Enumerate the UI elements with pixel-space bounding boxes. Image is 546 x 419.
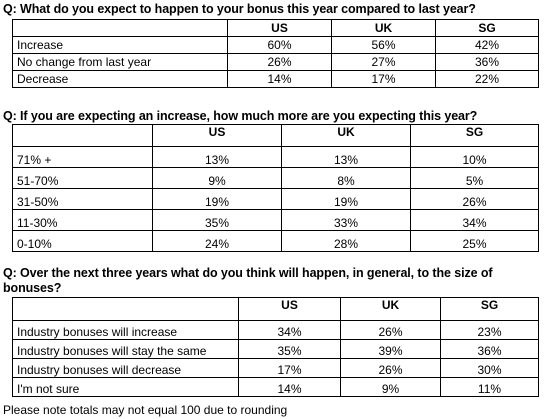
header-cell-blank xyxy=(12,19,228,37)
table-row: No change from last year 26% 27% 36% xyxy=(12,53,539,71)
row-label: Industry bonuses will increase xyxy=(12,320,239,340)
cell-sg: 23% xyxy=(440,320,539,340)
cell-sg: 42% xyxy=(435,36,539,54)
header-cell-sg: SG xyxy=(440,297,539,321)
table-header-row: US UK SG xyxy=(12,124,539,147)
cell-uk: 28% xyxy=(281,230,411,252)
cell-us: 24% xyxy=(152,230,282,252)
table-row: Industry bonuses will decrease 17% 26% 3… xyxy=(12,358,539,378)
cell-uk: 33% xyxy=(281,209,411,231)
header-cell-us: US xyxy=(238,297,341,321)
cell-us: 19% xyxy=(152,188,282,210)
cell-uk: 9% xyxy=(340,377,441,397)
header-cell-uk: UK xyxy=(281,124,411,147)
row-label: 51-70% xyxy=(12,167,153,189)
table-row: 31-50% 19% 19% 26% xyxy=(12,188,539,210)
header-cell-uk: UK xyxy=(331,19,436,37)
table-row: 11-30% 35% 33% 34% xyxy=(12,209,539,231)
question-3-title-line1: Q: Over the next three years what do you… xyxy=(3,266,493,280)
row-label: Increase xyxy=(12,36,228,54)
industry-bonus-outlook-table: US UK SG Industry bonuses will increase … xyxy=(12,297,539,397)
cell-us: 35% xyxy=(152,209,282,231)
cell-sg: 22% xyxy=(435,70,539,88)
header-cell-us: US xyxy=(227,19,332,37)
table-row: I'm not sure 14% 9% 11% xyxy=(12,377,539,397)
header-cell-blank xyxy=(12,297,239,321)
cell-us: 14% xyxy=(238,377,341,397)
cell-uk: 17% xyxy=(331,70,436,88)
cell-us: 26% xyxy=(227,53,332,71)
question-3-title: Q: Over the next three years what do you… xyxy=(3,266,493,296)
cell-sg: 34% xyxy=(410,209,539,231)
row-label: 11-30% xyxy=(12,209,153,231)
table-row: Decrease 14% 17% 22% xyxy=(12,70,539,88)
rounding-footnote: Please note totals may not equal 100 due… xyxy=(3,403,288,417)
cell-uk: 26% xyxy=(340,358,441,378)
question-1-title: Q: What do you expect to happen to your … xyxy=(3,2,476,16)
cell-uk: 13% xyxy=(281,146,411,168)
row-label: Industry bonuses will stay the same xyxy=(12,339,239,359)
table-row: 71% + 13% 13% 10% xyxy=(12,146,539,168)
cell-uk: 19% xyxy=(281,188,411,210)
cell-sg: 5% xyxy=(410,167,539,189)
cell-sg: 26% xyxy=(410,188,539,210)
table-row: Increase 60% 56% 42% xyxy=(12,36,539,54)
row-label: 0-10% xyxy=(12,230,153,252)
cell-uk: 8% xyxy=(281,167,411,189)
table-row: 51-70% 9% 8% 5% xyxy=(12,167,539,189)
cell-uk: 39% xyxy=(340,339,441,359)
cell-us: 14% xyxy=(227,70,332,88)
cell-sg: 10% xyxy=(410,146,539,168)
cell-sg: 36% xyxy=(440,339,539,359)
row-label: I'm not sure xyxy=(12,377,239,397)
question-3-title-line2: bonuses? xyxy=(3,281,62,295)
table-header-row: US UK SG xyxy=(12,19,539,37)
row-label: Decrease xyxy=(12,70,228,88)
header-cell-us: US xyxy=(152,124,282,147)
table-row: Industry bonuses will stay the same 35% … xyxy=(12,339,539,359)
cell-us: 60% xyxy=(227,36,332,54)
header-cell-sg: SG xyxy=(435,19,539,37)
cell-uk: 56% xyxy=(331,36,436,54)
table-row: 0-10% 24% 28% 25% xyxy=(12,230,539,252)
header-cell-uk: UK xyxy=(340,297,441,321)
cell-sg: 25% xyxy=(410,230,539,252)
increase-amount-table: US UK SG 71% + 13% 13% 10% 51-70% 9% 8% … xyxy=(12,124,539,252)
row-label: 71% + xyxy=(12,146,153,168)
cell-us: 34% xyxy=(238,320,341,340)
cell-uk: 26% xyxy=(340,320,441,340)
row-label: Industry bonuses will decrease xyxy=(12,358,239,378)
row-label: 31-50% xyxy=(12,188,153,210)
bonus-expectation-table: US UK SG Increase 60% 56% 42% No change … xyxy=(12,19,539,88)
header-cell-sg: SG xyxy=(410,124,539,147)
cell-us: 17% xyxy=(238,358,341,378)
cell-sg: 30% xyxy=(440,358,539,378)
question-2-title: Q: If you are expecting an increase, how… xyxy=(3,109,478,123)
table-header-row: US UK SG xyxy=(12,297,539,321)
cell-us: 9% xyxy=(152,167,282,189)
cell-us: 35% xyxy=(238,339,341,359)
row-label: No change from last year xyxy=(12,53,228,71)
table-row: Industry bonuses will increase 34% 26% 2… xyxy=(12,320,539,340)
cell-uk: 27% xyxy=(331,53,436,71)
cell-sg: 11% xyxy=(440,377,539,397)
cell-sg: 36% xyxy=(435,53,539,71)
cell-us: 13% xyxy=(152,146,282,168)
header-cell-blank xyxy=(12,124,153,147)
